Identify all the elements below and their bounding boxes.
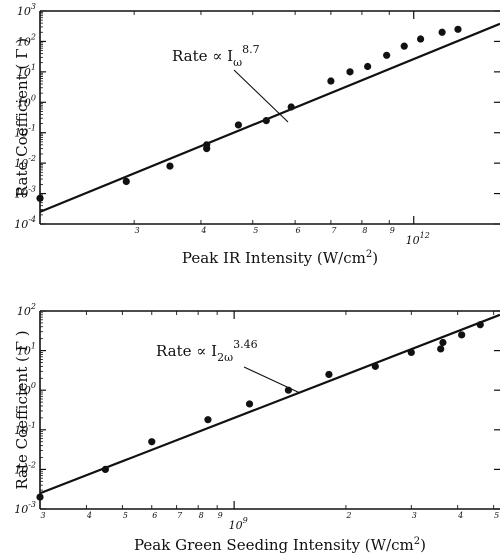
y-axis-label: Rate Coefficient ( Γ ) — [13, 38, 31, 197]
fit-line — [39, 313, 500, 495]
data-point — [245, 400, 254, 408]
data-point — [364, 62, 372, 71]
fit-line — [39, 22, 500, 213]
x-tick-label: 5 — [494, 511, 499, 520]
x-tick-label: 2 — [345, 511, 351, 520]
y-tick-label: 10-2 — [14, 460, 36, 476]
chart-panel-1: 10-4 10-3 10-2 10-1 100 101 102 103 3 4 5 6 7 8 9 1012 R… — [13, 2, 500, 267]
y-tick-label: 100 — [17, 93, 36, 109]
y-tick-label: 101 — [17, 63, 36, 79]
data-point — [234, 121, 243, 129]
x-tick-label: 109 — [229, 516, 248, 532]
data-point — [148, 438, 156, 446]
data-point — [122, 177, 130, 186]
y-tick-label: 10-2 — [14, 154, 36, 170]
x-axis-label: Peak Green Seeding Intensity (W/cm2) — [134, 536, 426, 554]
data-point — [346, 68, 354, 76]
data-point — [262, 117, 270, 125]
x-tick-label: 5 — [123, 511, 128, 520]
x-tick-label: 3 — [40, 511, 45, 520]
y-tick-label: 102 — [17, 32, 36, 48]
annotation-label: Rate ∝ I2ω3.46 — [156, 338, 258, 364]
data-point — [327, 77, 335, 85]
data-point — [203, 141, 211, 149]
data-point — [454, 25, 462, 33]
y-tick-label: 10-4 — [14, 215, 36, 231]
x-tick-label: 7 — [177, 511, 183, 520]
x-tick-label: 8 — [362, 226, 367, 235]
x-tick-label: 1012 — [406, 231, 430, 247]
annotation-pointer — [233, 69, 289, 123]
x-axis-label: Peak IR Intensity (W/cm2) — [182, 249, 378, 267]
y-tick-label: 10-1 — [14, 421, 36, 437]
chart-panel-2: 10-3 10-2 10-1 100 101 102 3 4 5 6 7 8 9 109 2 3 4 5 Rate … — [13, 302, 500, 554]
x-tick-label: 6 — [296, 226, 301, 235]
x-tick-label: 4 — [457, 511, 463, 520]
data-point — [383, 51, 391, 59]
data-point — [325, 370, 333, 379]
data-point — [287, 103, 295, 111]
y-tick-label: 101 — [17, 342, 36, 358]
y-axis-label: Rate Coefficient ( Γ ) — [13, 330, 31, 489]
y-tick-label: 102 — [17, 302, 36, 318]
y-tick-label: 10-3 — [14, 500, 36, 516]
data-point — [439, 338, 447, 347]
annotation-label: Rate ∝ Iω8.7 — [172, 43, 260, 69]
x-tick-label: 4 — [200, 226, 206, 235]
x-tick-label: 3 — [412, 511, 417, 520]
data-point — [371, 362, 379, 370]
data-point — [400, 42, 408, 50]
y-tick-label: 100 — [17, 381, 36, 397]
data-point — [407, 348, 415, 357]
x-tick-label: 6 — [152, 511, 157, 520]
data-point — [476, 321, 484, 329]
x-tick-label: 5 — [253, 226, 258, 235]
data-point — [36, 194, 44, 202]
annotation-pointer — [243, 366, 301, 394]
data-point — [437, 345, 445, 353]
y-tick-label: 10-1 — [14, 124, 36, 140]
x-tick-label: 3 — [135, 226, 140, 235]
data-point — [166, 162, 174, 170]
x-tick-label: 8 — [199, 511, 204, 520]
y-tick-label: 103 — [17, 2, 36, 18]
data-point — [36, 493, 44, 501]
x-tick-label: 4 — [86, 511, 92, 520]
data-point — [101, 465, 109, 473]
x-tick-label: 7 — [331, 226, 337, 235]
data-point — [416, 35, 425, 43]
data-point — [204, 416, 212, 424]
data-point — [438, 28, 446, 36]
x-tick-label: 9 — [390, 226, 395, 235]
x-tick-label: 9 — [218, 511, 223, 520]
y-tick-label: 10-3 — [14, 185, 36, 201]
data-point — [458, 331, 466, 339]
